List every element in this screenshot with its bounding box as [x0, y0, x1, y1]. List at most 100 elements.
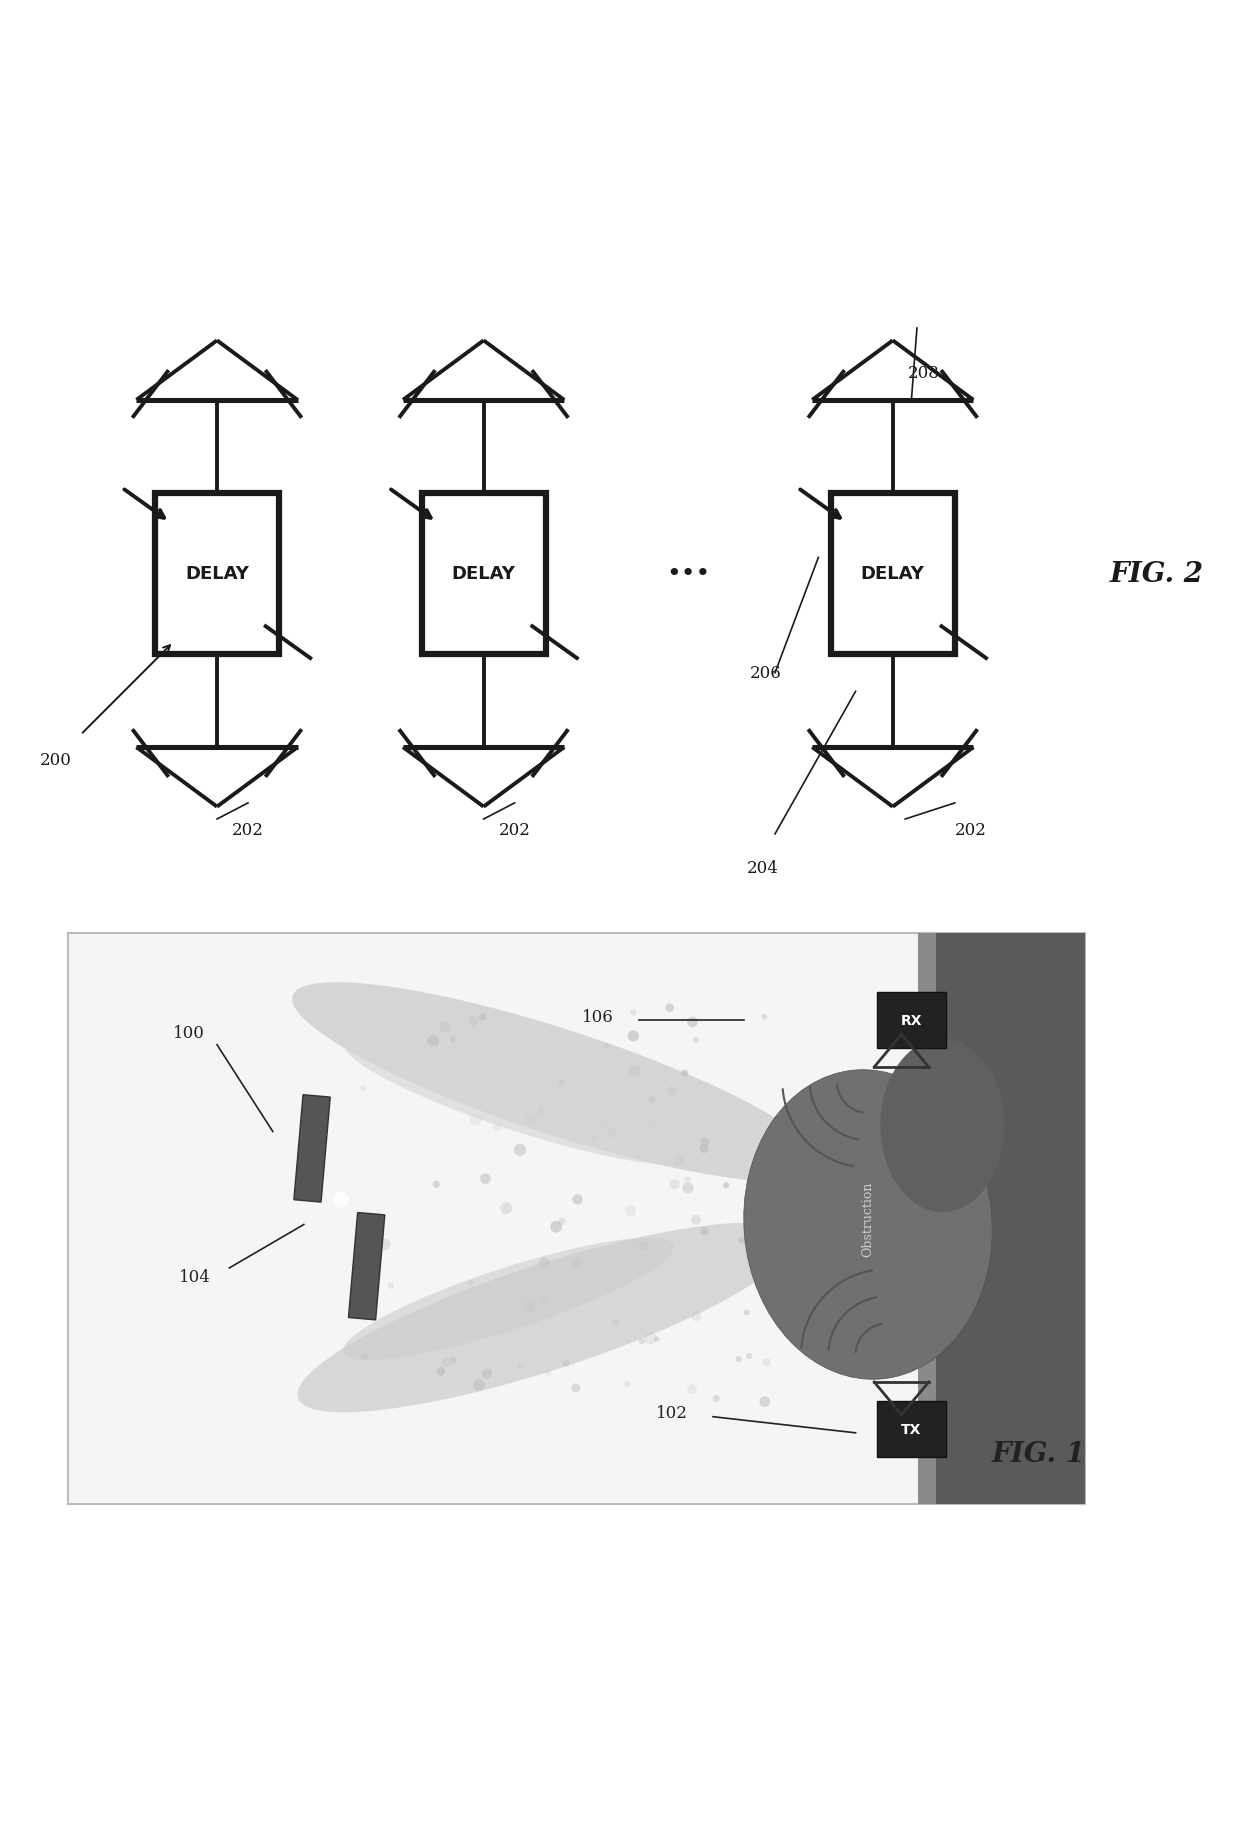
Text: •••: •••: [666, 562, 711, 586]
Bar: [155, 494, 279, 655]
Circle shape: [646, 1124, 653, 1131]
Circle shape: [572, 1259, 582, 1268]
Circle shape: [673, 1157, 683, 1166]
Text: 208: 208: [908, 366, 940, 382]
Circle shape: [739, 1237, 745, 1244]
Bar: [918, 933, 1085, 1504]
Bar: [831, 494, 955, 655]
Text: DELAY: DELAY: [185, 565, 249, 584]
Bar: [348, 1213, 384, 1319]
Circle shape: [744, 1310, 750, 1316]
Text: TX: TX: [901, 1422, 921, 1437]
Circle shape: [684, 1177, 692, 1184]
Circle shape: [525, 1114, 536, 1125]
Circle shape: [469, 1016, 477, 1027]
Circle shape: [439, 1021, 450, 1034]
Circle shape: [513, 1144, 526, 1157]
Circle shape: [551, 1221, 562, 1233]
Circle shape: [624, 1382, 631, 1387]
Circle shape: [701, 1138, 709, 1147]
Circle shape: [755, 1193, 760, 1199]
Text: RX: RX: [900, 1014, 923, 1027]
Circle shape: [746, 1352, 753, 1360]
Circle shape: [639, 1338, 645, 1345]
Circle shape: [655, 1336, 660, 1341]
Circle shape: [687, 1383, 697, 1394]
Circle shape: [681, 1071, 688, 1076]
Circle shape: [479, 1014, 486, 1021]
Circle shape: [379, 1239, 391, 1250]
Circle shape: [361, 1244, 370, 1254]
Circle shape: [713, 1394, 720, 1402]
Text: 104: 104: [179, 1268, 211, 1285]
Circle shape: [666, 1003, 675, 1012]
Circle shape: [761, 1014, 768, 1019]
Circle shape: [723, 1182, 729, 1190]
Ellipse shape: [298, 1222, 794, 1413]
Text: 100: 100: [172, 1025, 205, 1041]
Circle shape: [692, 1312, 701, 1321]
Circle shape: [558, 1219, 565, 1226]
Circle shape: [436, 1367, 445, 1376]
Text: FIG. 1: FIG. 1: [992, 1440, 1086, 1468]
Text: DELAY: DELAY: [861, 565, 925, 584]
Circle shape: [557, 1080, 565, 1089]
Bar: [878, 992, 946, 1049]
Text: 206: 206: [750, 664, 782, 683]
Circle shape: [539, 1296, 548, 1305]
Circle shape: [573, 1195, 583, 1204]
Circle shape: [763, 1358, 771, 1367]
Circle shape: [474, 1380, 485, 1391]
Circle shape: [362, 1354, 368, 1360]
Text: DELAY: DELAY: [451, 565, 516, 584]
Circle shape: [433, 1180, 440, 1188]
Circle shape: [613, 1319, 619, 1327]
Bar: [918, 933, 936, 1504]
Circle shape: [606, 1127, 618, 1138]
Text: 202: 202: [232, 822, 264, 838]
Circle shape: [631, 1010, 636, 1016]
Circle shape: [518, 1363, 523, 1369]
Text: 202: 202: [955, 822, 987, 838]
Circle shape: [467, 1281, 474, 1286]
Text: 202: 202: [498, 822, 531, 838]
Circle shape: [492, 1122, 502, 1131]
Circle shape: [562, 1360, 569, 1367]
Circle shape: [480, 1173, 491, 1184]
Circle shape: [604, 1043, 610, 1050]
Circle shape: [482, 1369, 492, 1380]
Circle shape: [572, 1383, 580, 1393]
Circle shape: [601, 1124, 608, 1129]
Circle shape: [522, 1301, 534, 1314]
Circle shape: [745, 1232, 753, 1239]
Circle shape: [625, 1206, 636, 1217]
Circle shape: [360, 1085, 366, 1093]
Circle shape: [332, 1191, 350, 1210]
Circle shape: [590, 1135, 596, 1140]
Circle shape: [667, 1087, 676, 1096]
Circle shape: [450, 1036, 456, 1043]
Circle shape: [388, 1283, 394, 1288]
Circle shape: [627, 1030, 639, 1041]
Bar: [68, 933, 1085, 1504]
Circle shape: [501, 1202, 512, 1215]
Bar: [878, 1402, 946, 1457]
Circle shape: [670, 1180, 680, 1190]
Circle shape: [427, 1036, 439, 1047]
Circle shape: [469, 1113, 481, 1125]
Circle shape: [760, 1396, 770, 1407]
Circle shape: [544, 1371, 552, 1378]
Circle shape: [691, 1215, 701, 1224]
Text: 106: 106: [582, 1008, 614, 1025]
Text: 200: 200: [40, 752, 72, 769]
Circle shape: [441, 1358, 451, 1367]
Circle shape: [537, 1107, 546, 1114]
Bar: [422, 494, 546, 655]
Ellipse shape: [343, 1239, 673, 1360]
Circle shape: [645, 1332, 657, 1345]
Circle shape: [735, 1356, 742, 1362]
Circle shape: [639, 1241, 649, 1252]
Circle shape: [355, 1235, 360, 1241]
Text: FIG. 2: FIG. 2: [1110, 560, 1204, 587]
Text: Obstruction: Obstruction: [862, 1180, 874, 1257]
